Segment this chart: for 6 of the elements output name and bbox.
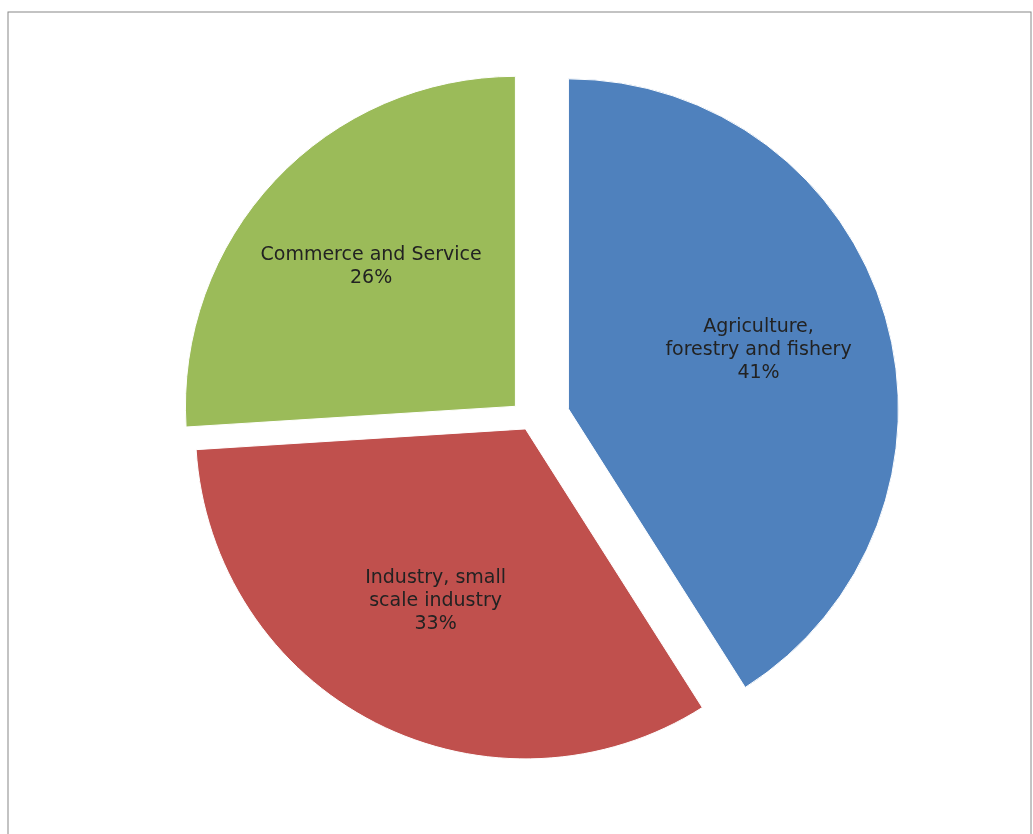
data-label: 26% [349, 264, 393, 287]
data-label: 41% [737, 359, 780, 382]
data-label: 33% [414, 611, 457, 634]
slice-label: Agriculture, forestry and fishery [665, 313, 852, 359]
slice-label: Industry, small scale industry [365, 565, 506, 611]
slice-label: Commerce and Service [260, 241, 482, 264]
